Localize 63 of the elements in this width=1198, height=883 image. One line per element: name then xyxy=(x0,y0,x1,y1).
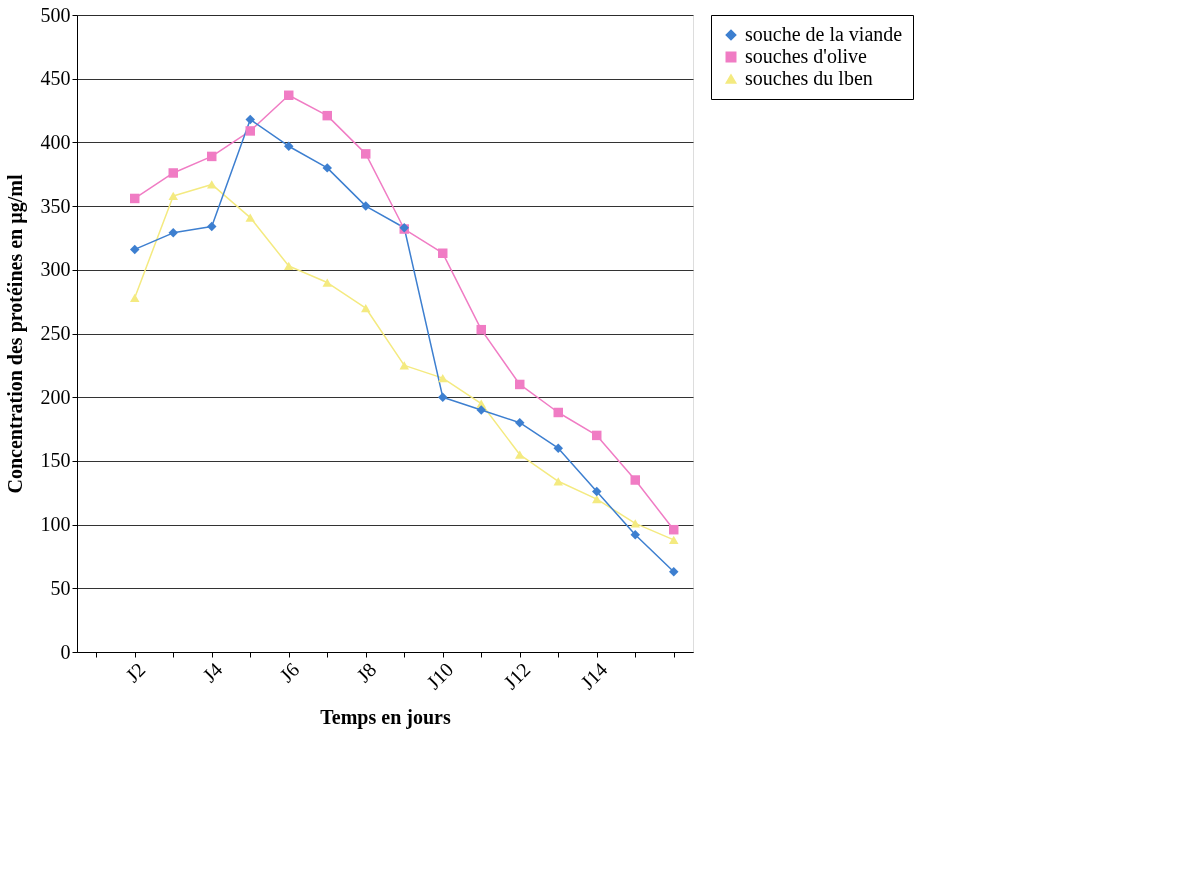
point xyxy=(592,486,602,497)
point xyxy=(207,180,217,189)
x-tick-label: J6 xyxy=(275,658,304,687)
point xyxy=(245,213,255,222)
point xyxy=(322,278,332,287)
point xyxy=(130,193,140,204)
legend-label: souches du lben xyxy=(745,67,873,89)
point xyxy=(515,379,525,390)
point xyxy=(168,228,178,238)
point xyxy=(592,495,602,504)
point xyxy=(168,191,178,201)
x-tick-label: J12 xyxy=(499,658,535,694)
point xyxy=(553,477,563,486)
point xyxy=(130,244,140,255)
point xyxy=(207,151,217,162)
legend-label: souches d'olive xyxy=(745,45,868,67)
y-tick-label: 200 xyxy=(40,385,71,408)
point xyxy=(553,407,563,418)
point xyxy=(245,114,255,125)
point xyxy=(553,443,563,453)
y-tick-label: 300 xyxy=(40,258,71,281)
y-tick-label: 100 xyxy=(40,513,71,536)
x-tick-label: J4 xyxy=(198,658,227,687)
point xyxy=(592,430,602,441)
y-tick-label: 500 xyxy=(40,3,71,26)
point xyxy=(438,373,448,383)
x-tick-label: J8 xyxy=(352,658,381,687)
point xyxy=(361,201,371,211)
point xyxy=(207,221,217,232)
y-tick-label: 350 xyxy=(40,194,71,217)
point xyxy=(284,141,294,151)
point xyxy=(361,149,371,159)
point xyxy=(438,248,448,258)
y-tick-label: 50 xyxy=(50,576,71,599)
x-tick-label: J14 xyxy=(576,658,612,694)
point xyxy=(630,530,640,540)
point xyxy=(322,110,332,121)
point xyxy=(284,261,294,271)
point xyxy=(669,535,679,544)
point xyxy=(669,566,679,577)
y-axis-title: Concentration des protéines en µg/ml xyxy=(3,174,27,494)
point xyxy=(438,392,448,402)
y-tick-label: 400 xyxy=(40,130,71,153)
point xyxy=(361,303,371,313)
x-axis-title: Temps en jours xyxy=(320,706,451,730)
point xyxy=(245,126,255,136)
legend-label: souche de la viande xyxy=(745,23,903,45)
point xyxy=(630,475,640,485)
y-tick-label: 250 xyxy=(40,322,71,344)
y-tick-label: 0 xyxy=(60,640,71,663)
point xyxy=(130,293,140,302)
point xyxy=(476,405,486,415)
point xyxy=(284,90,294,101)
y-tick-label: 150 xyxy=(40,449,71,472)
point xyxy=(515,417,525,428)
x-tick-label: J2 xyxy=(121,658,150,687)
point xyxy=(669,524,679,535)
y-tick-label: 450 xyxy=(40,67,71,90)
x-tick-label: J10 xyxy=(422,658,458,694)
point xyxy=(322,163,332,173)
point xyxy=(476,324,486,335)
point xyxy=(515,450,525,459)
point xyxy=(168,168,178,178)
